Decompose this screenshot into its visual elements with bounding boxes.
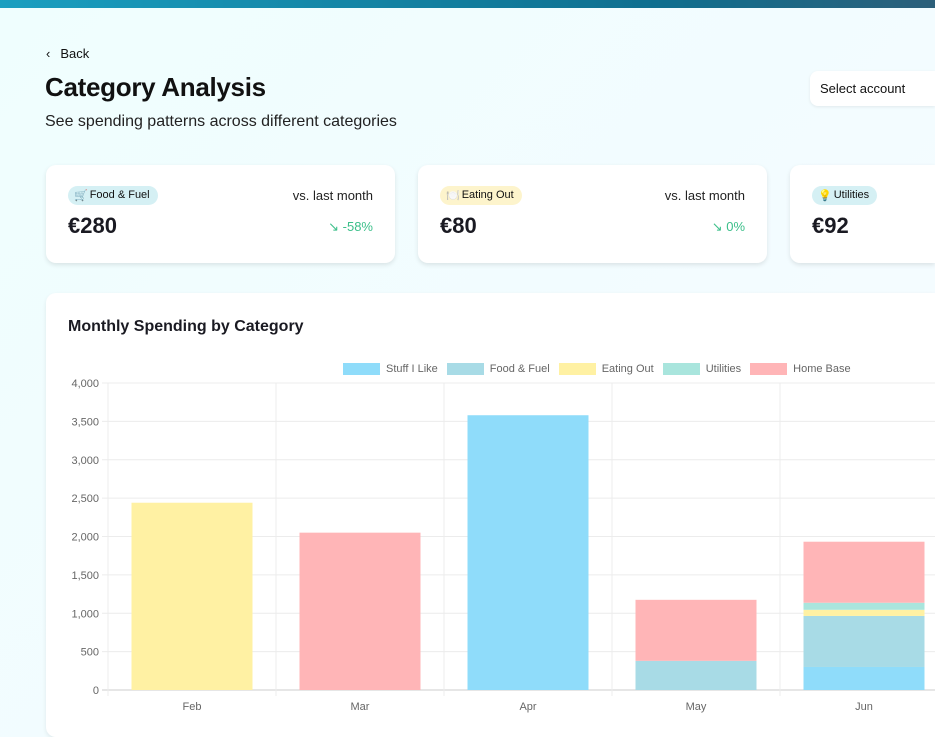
bar-segment: [299, 532, 421, 690]
x-tick-label: May: [686, 701, 707, 713]
category-badge: 🍽️ Eating Out: [440, 186, 522, 205]
stacked-bar-chart: 0 500 1,000 1,500 2,000 2,500 3,000 3,500 4,000 F…: [71, 378, 935, 713]
bar-segment: [635, 599, 757, 661]
compare-label: vs. last month: [292, 188, 373, 203]
legend-swatch: [343, 363, 380, 375]
bar-segment: [803, 615, 925, 667]
y-tick-label: 1,000: [71, 608, 99, 620]
legend-item[interactable]: Stuff I Like: [343, 363, 438, 375]
amount: €80: [440, 213, 477, 238]
y-tick-label: 1,500: [71, 570, 99, 582]
x-tick-label: Apr: [519, 701, 536, 713]
y-tick-label: 4,000: [71, 378, 99, 390]
chevron-left-icon: ‹: [46, 46, 51, 61]
bar-segment: [803, 666, 925, 690]
y-tick-label: 2,500: [71, 493, 99, 505]
category-badge: 💡 Utilities: [812, 186, 878, 205]
amount: €92: [812, 213, 849, 238]
legend-label: Food & Fuel: [489, 363, 550, 375]
legend-item[interactable]: Utilities: [662, 363, 742, 375]
bar-segment: [803, 609, 925, 616]
legend-label: Home Base: [793, 363, 851, 375]
x-tick-label: Feb: [183, 701, 202, 713]
change-percent: ↘ -58%: [328, 219, 373, 234]
page-title: Category Analysis: [45, 72, 266, 102]
legend-item[interactable]: Food & Fuel: [446, 363, 550, 375]
legend-label: Stuff I Like: [386, 363, 438, 375]
chart-card: Monthly Spending by Category Stuff I Lik…: [46, 293, 935, 737]
compare-label: vs. last month: [664, 188, 745, 203]
amount: €280: [68, 213, 117, 238]
legend-swatch: [558, 363, 596, 375]
chart-legend: Stuff I Like Food & Fuel Eating Out Utiliti…: [343, 363, 851, 375]
x-tick-label: Mar: [351, 701, 370, 713]
bar-segment: [803, 541, 925, 603]
bar-segment: [467, 415, 589, 690]
legend-swatch: [750, 363, 788, 375]
category-badge: 🛒 Food & Fuel: [68, 186, 158, 205]
back-label: Back: [60, 46, 90, 61]
back-button[interactable]: ‹ Back: [46, 46, 89, 61]
legend-label: Utilities: [705, 363, 742, 375]
y-tick-label: 3,000: [71, 455, 99, 467]
lightbulb-icon: 💡: [818, 190, 832, 202]
legend-item[interactable]: Home Base: [750, 363, 851, 375]
bar-segment: [635, 660, 757, 690]
category-card-utilities[interactable]: 💡 Utilities €92: [790, 165, 935, 263]
legend-label: Eating Out: [601, 363, 654, 375]
y-tick-label: 500: [81, 647, 99, 659]
category-label: Food & Fuel: [89, 189, 150, 201]
cart-icon: 🛒: [74, 190, 88, 202]
legend-swatch: [446, 363, 484, 375]
category-card-eating-out[interactable]: 🍽️ Eating Out vs. last month €80 ↘ 0%: [418, 165, 767, 263]
bar-segment: [131, 502, 253, 690]
legend-item[interactable]: Eating Out: [558, 363, 654, 375]
category-card-food-fuel[interactable]: 🛒 Food & Fuel vs. last month €280 ↘ -58%: [46, 165, 395, 263]
plate-icon: 🍽️: [446, 190, 460, 202]
category-label: Utilities: [833, 189, 870, 201]
y-tick-label: 0: [93, 685, 99, 697]
chart-title: Monthly Spending by Category: [68, 318, 304, 335]
y-tick-label: 2,000: [71, 532, 99, 544]
change-percent: ↘ 0%: [711, 219, 745, 234]
y-tick-label: 3,500: [71, 416, 99, 428]
x-tick-label: Jun: [855, 701, 873, 713]
top-bar: [0, 0, 935, 8]
page-subtitle: See spending patterns across different c…: [45, 113, 397, 130]
legend-swatch: [662, 363, 700, 375]
bar-segment: [803, 602, 925, 610]
category-label: Eating Out: [461, 189, 514, 201]
account-select[interactable]: Select account: [810, 71, 935, 106]
